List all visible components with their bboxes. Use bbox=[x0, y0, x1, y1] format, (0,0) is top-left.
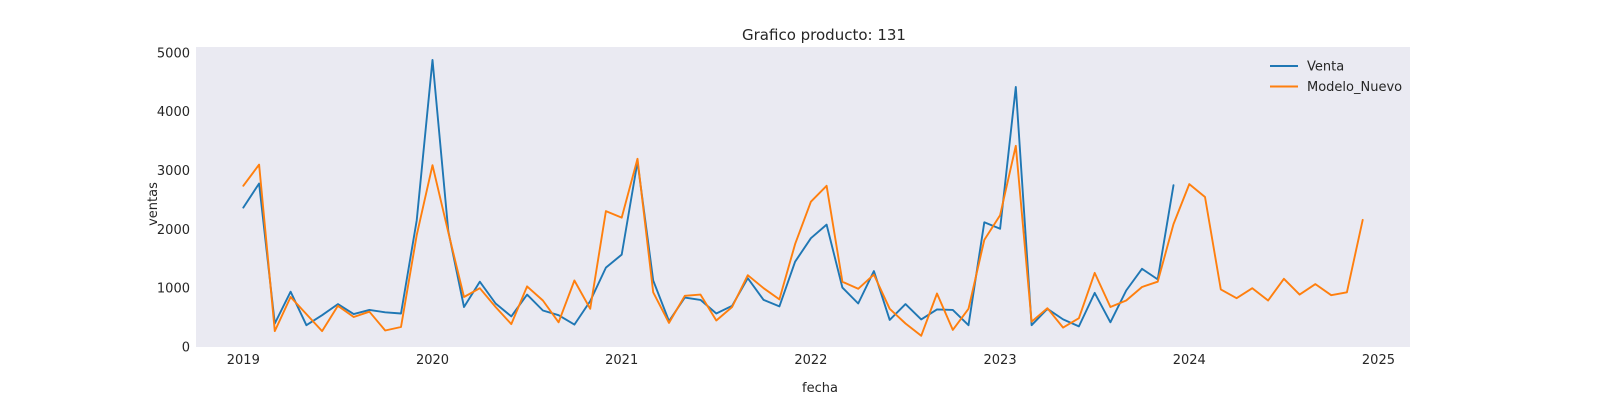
y-tick-label: 0 bbox=[182, 341, 190, 356]
x-tick-label: 2024 bbox=[1173, 353, 1206, 368]
y-tick-label: 3000 bbox=[157, 164, 190, 179]
y-axis-label: ventas bbox=[146, 182, 161, 226]
x-tick-label: 2022 bbox=[794, 353, 827, 368]
y-tick-label: 1000 bbox=[157, 282, 190, 297]
legend: Venta Modelo_Nuevo bbox=[1270, 60, 1402, 95]
series-layer bbox=[242, 58, 1364, 337]
y-tick-label: 2000 bbox=[157, 223, 190, 238]
x-tick-label: 2023 bbox=[984, 353, 1017, 368]
legend-label: Modelo_Nuevo bbox=[1307, 80, 1402, 95]
legend-label: Venta bbox=[1307, 60, 1344, 75]
y-tick-label: 5000 bbox=[157, 46, 190, 61]
x-tick-label: 2019 bbox=[227, 353, 260, 368]
x-axis-label: fecha bbox=[802, 381, 838, 396]
x-tick-label: 2020 bbox=[416, 353, 449, 368]
x-tick-label: 2025 bbox=[1362, 353, 1395, 368]
x-tick-label: 2021 bbox=[605, 353, 638, 368]
series-line-modelo-nuevo bbox=[242, 144, 1364, 337]
axes: 2019 2020 2021 2022 2023 2024 2025 0 1000 2000 300… bbox=[157, 46, 1395, 368]
chart-title: Grafico producto: 131 bbox=[742, 26, 906, 44]
y-tick-label: 4000 bbox=[157, 105, 190, 120]
plot-area bbox=[196, 47, 1410, 347]
